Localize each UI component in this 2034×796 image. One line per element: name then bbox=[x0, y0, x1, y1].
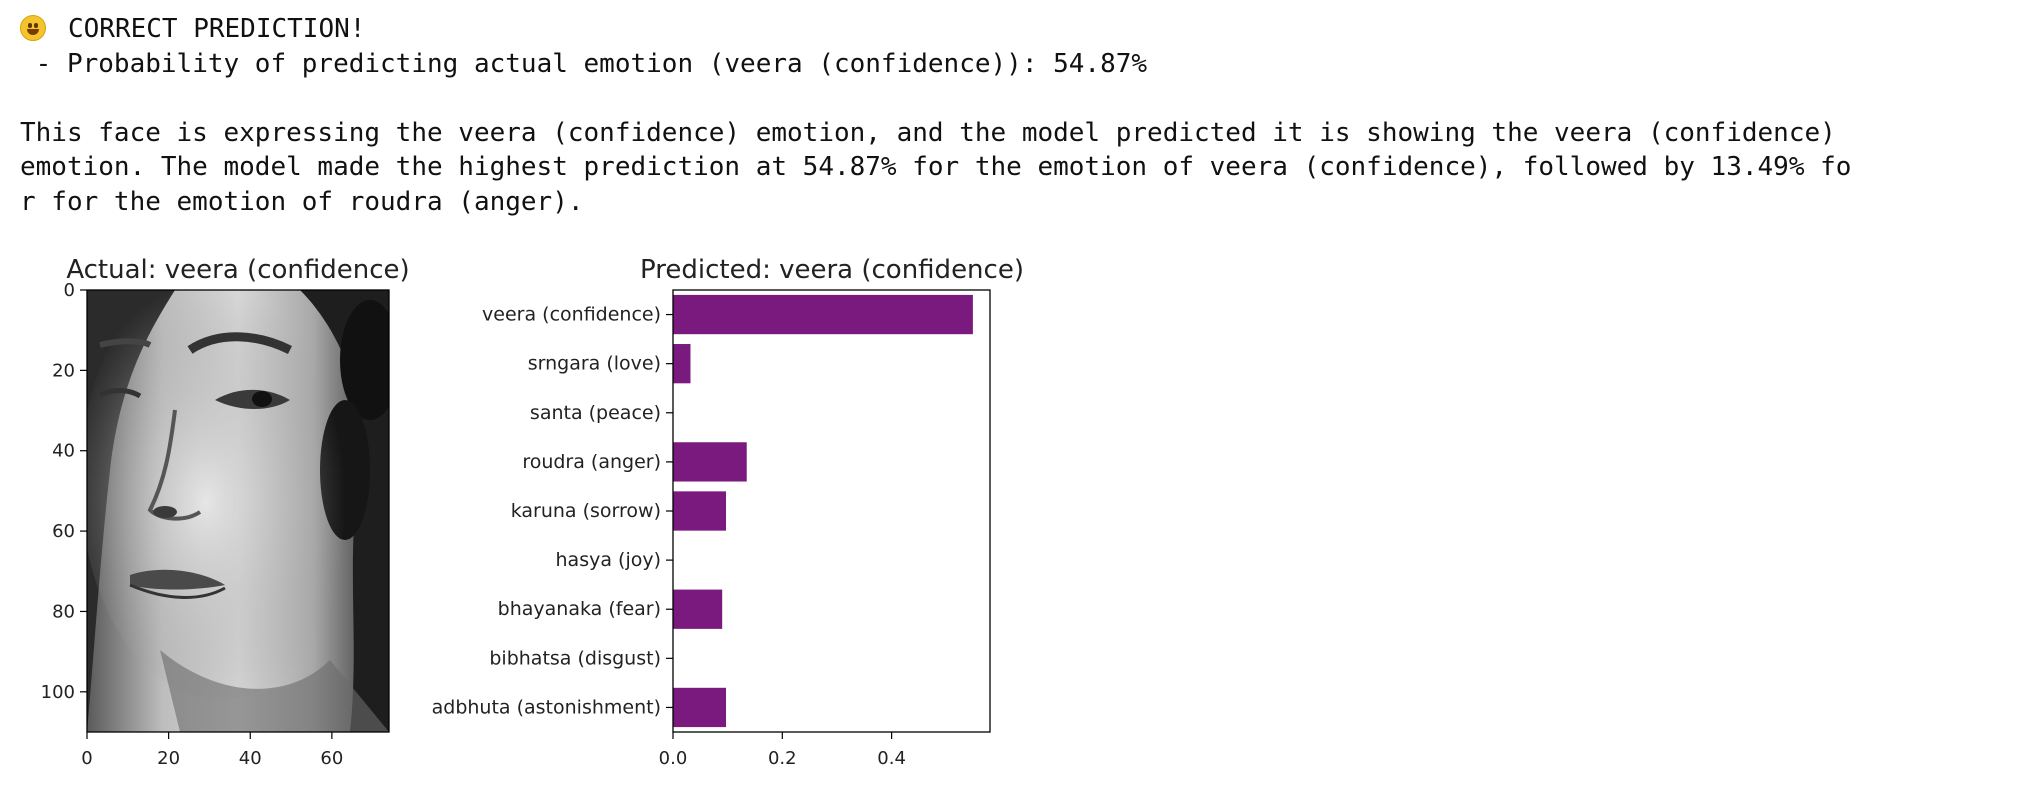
image-y-tick-label: 60 bbox=[52, 521, 75, 542]
bar bbox=[673, 344, 691, 384]
category-label: roudra (anger) bbox=[522, 451, 661, 473]
probability-line: - Probability of predicting actual emoti… bbox=[20, 48, 1148, 79]
category-label: santa (peace) bbox=[530, 402, 661, 424]
image-x-tick-label: 60 bbox=[320, 748, 343, 769]
bar-x-tick-label: 0.0 bbox=[659, 748, 688, 769]
category-label: bibhatsa (disgust) bbox=[489, 647, 661, 669]
explanation-text: This face is expressing the veera (confi… bbox=[20, 117, 1852, 217]
image-x-tick-label: 40 bbox=[239, 748, 262, 769]
image-y-tick-label: 100 bbox=[41, 682, 75, 703]
category-label: veera (confidence) bbox=[482, 304, 661, 326]
grinning-face-icon bbox=[20, 15, 46, 41]
image-y-tick-label: 20 bbox=[52, 360, 75, 381]
image-x-tick-label: 0 bbox=[81, 748, 92, 769]
bar-x-tick-label: 0.4 bbox=[877, 748, 906, 769]
notebook-output: CORRECT PREDICTION! - Probability of pre… bbox=[20, 12, 2020, 219]
category-label: bhayanaka (fear) bbox=[498, 598, 661, 620]
image-y-tick-label: 40 bbox=[52, 441, 75, 462]
status-text: CORRECT PREDICTION! bbox=[68, 14, 366, 44]
category-label: hasya (joy) bbox=[556, 549, 661, 571]
status-line: CORRECT PREDICTION! bbox=[20, 12, 2020, 47]
bar bbox=[673, 442, 747, 482]
actual-image-title: Actual: veera (confidence) bbox=[66, 255, 409, 285]
bar-chart-area: veera (confidence) srngara (love) santa (p… bbox=[432, 294, 973, 769]
bar bbox=[673, 294, 973, 335]
face-image bbox=[87, 290, 389, 732]
actual-image-panel: Actual: veera (confidence) bbox=[41, 255, 410, 769]
bar bbox=[673, 687, 727, 728]
bar bbox=[673, 589, 723, 629]
category-label: karuna (sorrow) bbox=[511, 500, 661, 522]
bar bbox=[673, 491, 727, 531]
predicted-chart-title: Predicted: veera (confidence) bbox=[640, 255, 1024, 285]
category-label: adbhuta (astonishment) bbox=[432, 696, 661, 718]
category-label: srngara (love) bbox=[528, 353, 661, 375]
image-y-tick-label: 0 bbox=[64, 280, 75, 301]
bar-chart-frame bbox=[672, 289, 991, 733]
image-y-tick-label: 80 bbox=[52, 601, 75, 622]
actual-image-axes: 0 20 40 60 0 20 40 60 80 100 bbox=[41, 280, 344, 769]
image-x-tick-label: 20 bbox=[157, 748, 180, 769]
bar-x-tick-label: 0.2 bbox=[768, 748, 797, 769]
predicted-bar-panel: Predicted: veera (confidence) veera (con… bbox=[432, 255, 1024, 769]
